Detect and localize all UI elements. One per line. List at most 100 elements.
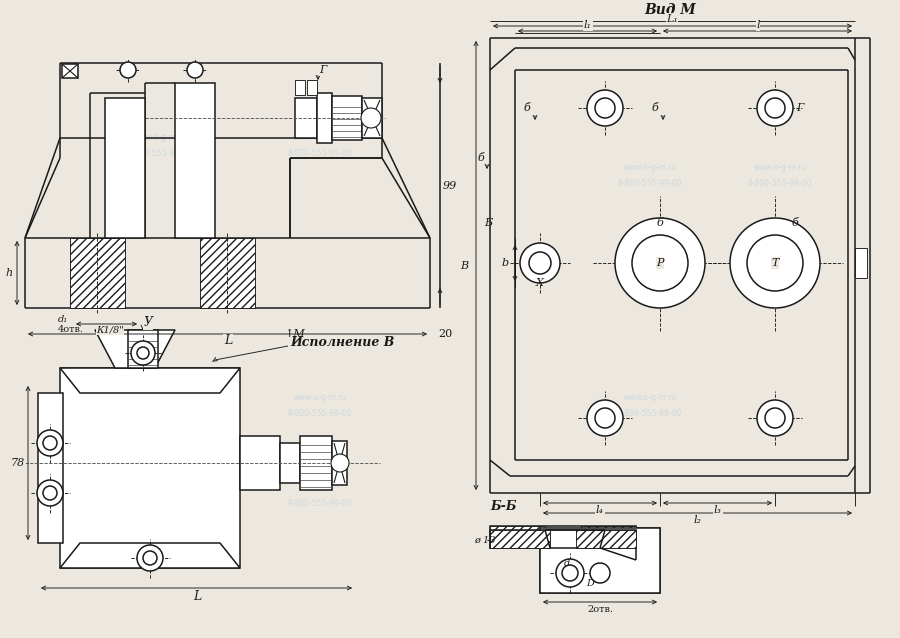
Text: l₄: l₄ (596, 505, 604, 515)
Text: B: B (460, 261, 468, 271)
Text: 2отв.: 2отв. (587, 604, 613, 614)
Circle shape (595, 408, 615, 428)
Bar (105, 98, 145, 238)
Circle shape (143, 551, 157, 565)
Text: Вид М: Вид М (644, 3, 696, 17)
Bar (240, 436, 280, 490)
Polygon shape (490, 530, 636, 548)
Text: 8-800-555-99-00: 8-800-555-99-00 (288, 149, 352, 158)
Circle shape (765, 98, 785, 118)
Polygon shape (95, 330, 175, 368)
Circle shape (187, 62, 203, 78)
Bar (332, 96, 362, 140)
Circle shape (765, 408, 785, 428)
Circle shape (757, 400, 793, 436)
Text: 78: 78 (11, 458, 25, 468)
Text: www.o-g-m.ru: www.o-g-m.ru (293, 394, 346, 403)
Text: L: L (224, 334, 232, 348)
Text: l₂: l₂ (694, 515, 702, 525)
Text: h: h (5, 268, 13, 278)
Text: L₁: L₁ (666, 14, 678, 24)
Circle shape (43, 436, 57, 450)
Bar (490, 526, 545, 548)
Text: 8-800-555-99-00: 8-800-555-99-00 (128, 149, 193, 158)
Bar (280, 443, 300, 483)
Circle shape (587, 400, 623, 436)
Text: Р: Р (656, 258, 664, 268)
Text: www.o-g-m.ru: www.o-g-m.ru (133, 133, 186, 142)
Text: www.o-g-m.ru: www.o-g-m.ru (133, 498, 186, 507)
Circle shape (757, 90, 793, 126)
Text: l₁: l₁ (584, 20, 592, 30)
Text: ø 13: ø 13 (474, 535, 496, 544)
Circle shape (37, 430, 63, 456)
Bar (295, 98, 317, 138)
Text: www.o-g-m.ru: www.o-g-m.ru (133, 394, 186, 403)
Text: б: б (792, 218, 798, 228)
Text: 8-800-555-99-00: 8-800-555-99-00 (617, 179, 682, 188)
Bar (175, 83, 215, 238)
Text: L: L (193, 590, 201, 602)
Text: D: D (586, 579, 594, 588)
Circle shape (131, 341, 155, 365)
Text: www.o-g-m.ru: www.o-g-m.ru (624, 394, 677, 403)
Text: Исполнение В: Исполнение В (290, 336, 394, 350)
Circle shape (587, 90, 623, 126)
Bar (38, 393, 63, 543)
Bar (300, 436, 332, 490)
Text: d₁: d₁ (58, 316, 68, 325)
Circle shape (37, 480, 63, 506)
Circle shape (331, 454, 349, 472)
Bar (540, 528, 660, 593)
Text: www.o-g-m.ru: www.o-g-m.ru (624, 163, 677, 172)
Circle shape (137, 347, 149, 359)
Text: 99: 99 (443, 181, 457, 191)
Circle shape (529, 252, 551, 274)
Text: www.o-g-m.ru: www.o-g-m.ru (293, 133, 346, 142)
Text: Г: Г (796, 103, 804, 113)
Text: Г: Г (320, 65, 327, 75)
Text: 8-800-555-99-00: 8-800-555-99-00 (617, 408, 682, 417)
Bar (540, 528, 660, 593)
Text: ↑М: ↑М (284, 329, 305, 339)
Text: www.o-g-m.ru: www.o-g-m.ru (753, 163, 806, 172)
Circle shape (556, 559, 584, 587)
Bar (855, 248, 867, 278)
Text: 8-800-555-99-00: 8-800-555-99-00 (288, 498, 352, 507)
Bar (307, 80, 317, 95)
Bar (295, 80, 305, 95)
Polygon shape (490, 526, 636, 548)
Text: б: б (524, 103, 530, 113)
Circle shape (632, 235, 688, 291)
Polygon shape (60, 543, 240, 568)
Bar (200, 238, 255, 308)
Bar (128, 330, 158, 368)
Bar (362, 98, 382, 138)
Bar (70, 238, 125, 308)
Text: d: d (564, 558, 570, 567)
Text: l₃: l₃ (714, 505, 722, 515)
Circle shape (562, 565, 578, 581)
Text: 20: 20 (438, 329, 452, 339)
Bar (490, 530, 550, 548)
Text: 8-800-555-99-00: 8-800-555-99-00 (128, 408, 193, 417)
Bar (317, 93, 332, 143)
Bar (580, 526, 635, 548)
Text: 8-800-555-99-00: 8-800-555-99-00 (288, 408, 352, 417)
Text: Б-Б: Б-Б (490, 500, 517, 512)
Text: К1/8": К1/8" (96, 325, 124, 334)
Circle shape (595, 98, 615, 118)
Circle shape (730, 218, 820, 308)
Text: l: l (756, 20, 760, 30)
Text: б: б (652, 103, 659, 113)
Text: У: У (143, 316, 152, 329)
Text: Т: Т (771, 258, 778, 268)
Bar (581, 526, 636, 548)
Text: 8-800-555-99-00: 8-800-555-99-00 (748, 179, 812, 188)
Bar (62, 64, 78, 78)
Text: б: б (478, 153, 484, 163)
Circle shape (120, 62, 136, 78)
Bar (490, 526, 545, 548)
Circle shape (361, 108, 381, 128)
Circle shape (43, 486, 57, 500)
